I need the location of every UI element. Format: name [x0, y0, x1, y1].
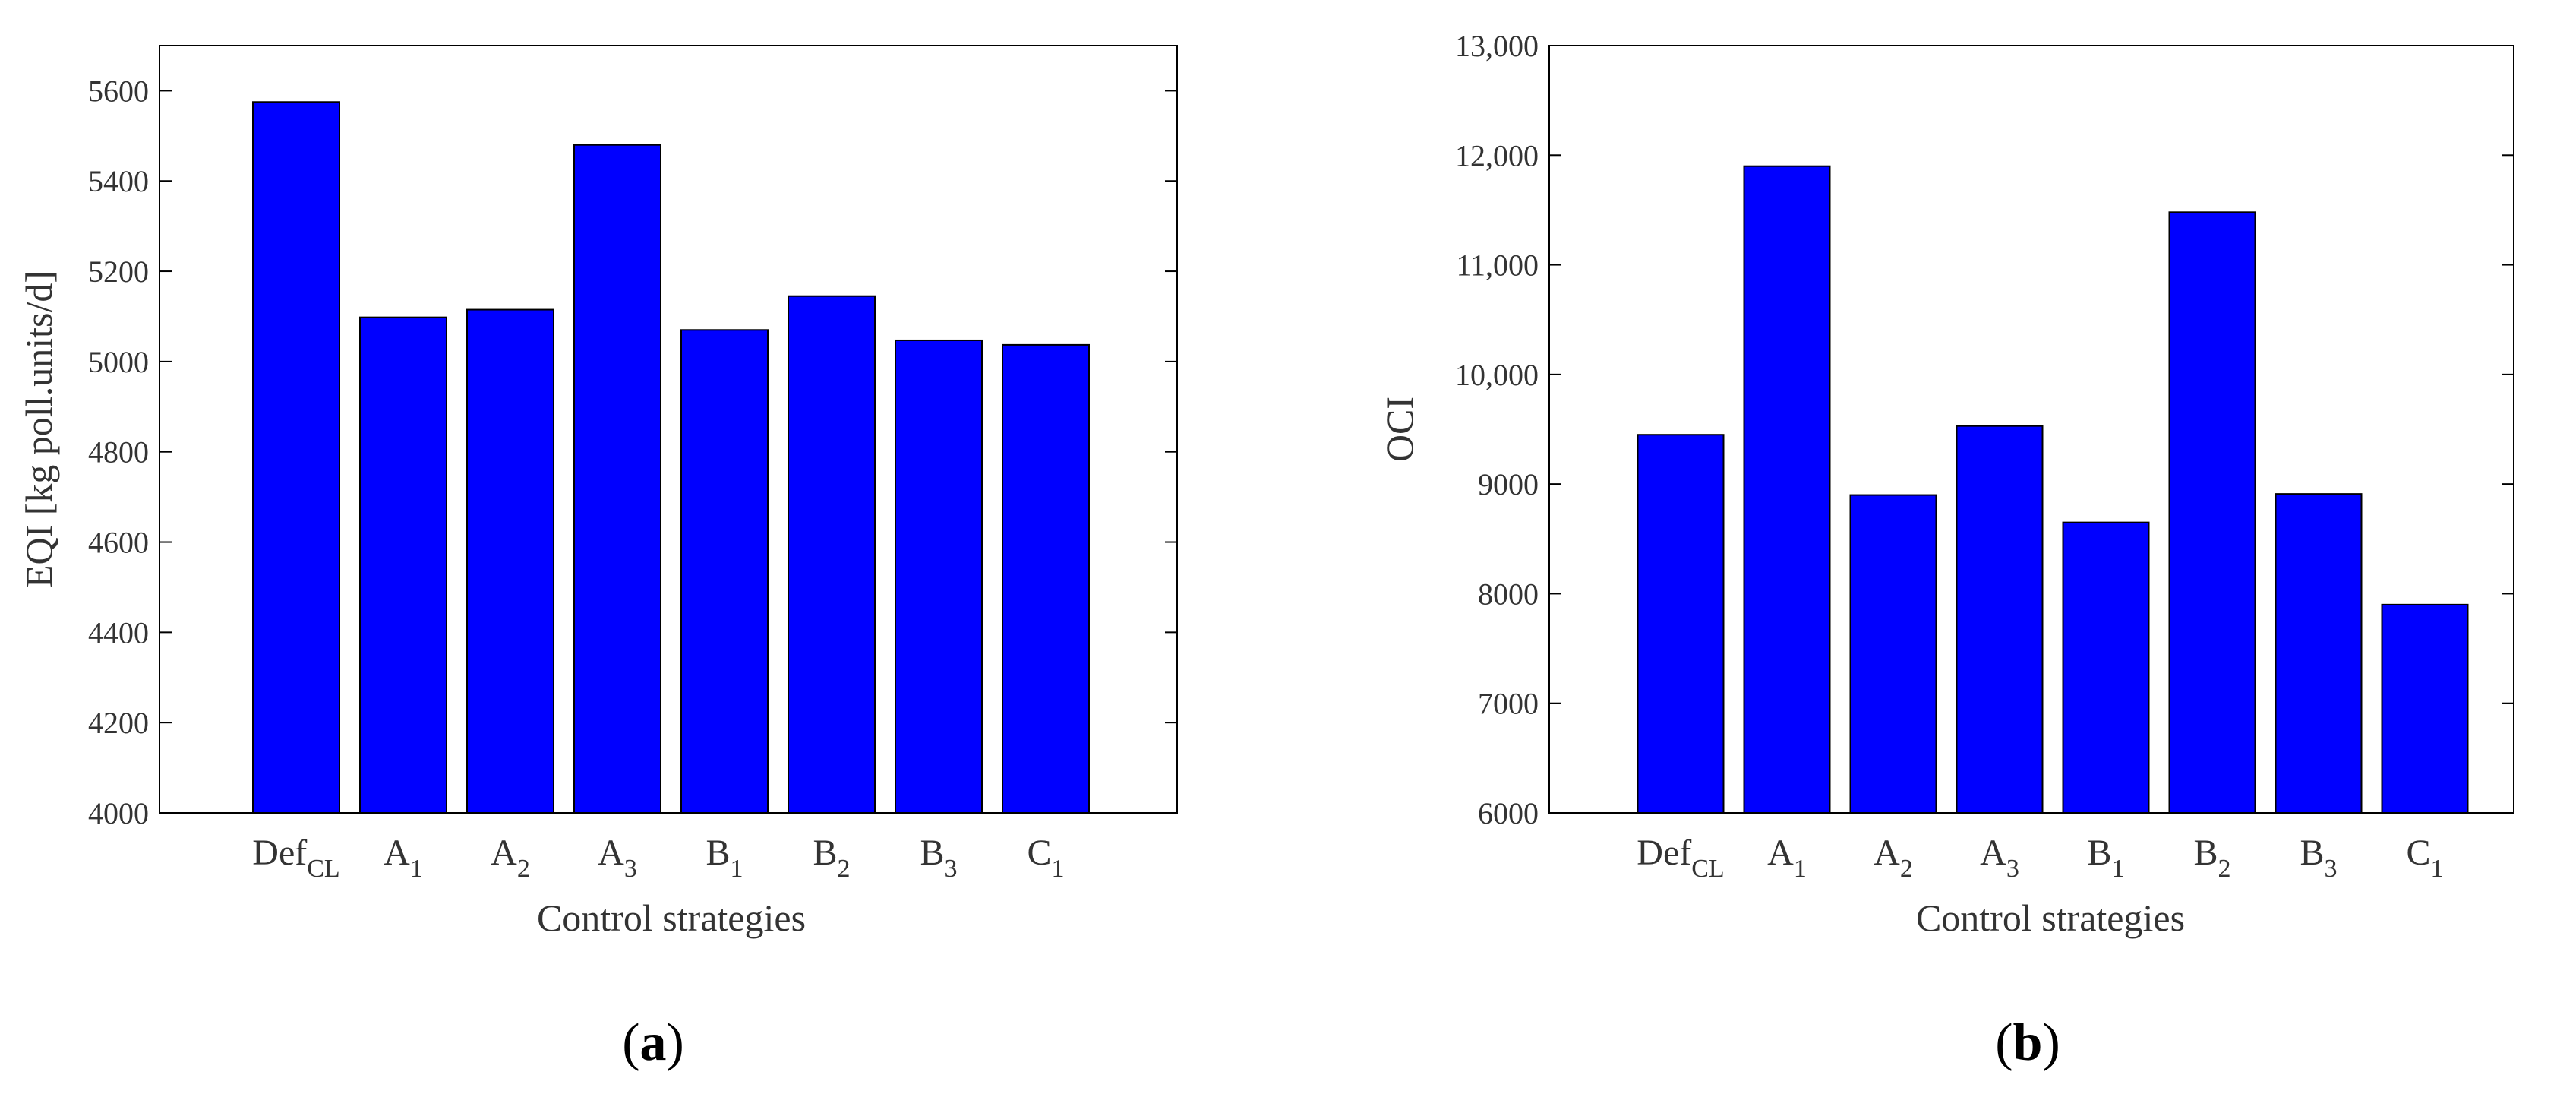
chart-panel-a: 4000 4200 4400 4600 4800 5000 5200 5400 5600 Def…	[17, 45, 1178, 1072]
x-category-label-a-0: DefCL	[252, 833, 339, 883]
bars-a	[252, 101, 1090, 814]
y-tick-label-b-4: 10,000	[1455, 358, 1539, 392]
y-tick-label-b-0: 6000	[1478, 796, 1539, 830]
plot-frame-b	[1548, 45, 2514, 814]
bar-b-5	[2168, 211, 2256, 814]
bar-b-2	[1849, 494, 1937, 814]
x-category-label-b-7: C1	[2406, 833, 2443, 883]
plot-frame-a	[159, 45, 1178, 814]
y-tick-label-b-1: 7000	[1478, 687, 1539, 721]
bar-b-0	[1637, 434, 1725, 814]
bar-b-6	[2275, 493, 2363, 814]
y-tick-label-b-2: 8000	[1478, 577, 1539, 611]
x-category-label-b-6: B3	[2300, 833, 2337, 883]
bar-a-1	[359, 316, 447, 814]
x-category-label-a-2: A2	[491, 833, 530, 883]
x-axis-title-a: Control strategies	[537, 896, 806, 939]
bars-b	[1637, 165, 2469, 814]
bar-a-5	[788, 295, 876, 814]
x-category-label-b-3: A3	[1980, 833, 2019, 883]
y-tick-label-b-7: 13,000	[1455, 29, 1539, 63]
y-tick-label-a-0: 4000	[88, 796, 149, 830]
y-tick-label-b-6: 12,000	[1455, 138, 1539, 172]
x-category-label-a-5: B2	[813, 833, 850, 883]
x-categories-b: DefCL A1 A2 A3 B1 B2 B3 C1	[1637, 833, 2443, 883]
x-category-label-b-5: B2	[2193, 833, 2230, 883]
panel-label-a: (a)	[622, 1013, 684, 1072]
y-tick-label-a-1: 4200	[88, 706, 149, 740]
x-categories-a: DefCL A1 A2 A3 B1 B2 B3 C1	[252, 833, 1064, 883]
x-category-label-b-2: A2	[1874, 833, 1913, 883]
panel-label-b-open: (	[1995, 1013, 2012, 1072]
bar-b-4	[2062, 521, 2150, 814]
panel-label-b-letter: b	[2013, 1013, 2043, 1072]
bar-a-2	[466, 308, 554, 814]
x-category-label-a-3: A3	[598, 833, 637, 883]
y-axis-title-b: OCI	[1378, 397, 1421, 462]
panel-label-a-letter: a	[640, 1013, 667, 1072]
bar-a-7	[1002, 343, 1090, 814]
x-category-label-b-1: A1	[1767, 833, 1807, 883]
bar-b-1	[1743, 165, 1831, 814]
panel-label-a-open: (	[622, 1013, 639, 1072]
bar-a-6	[895, 339, 983, 814]
panel-label-b: (b)	[1995, 1013, 2060, 1072]
y-tick-label-a-6: 5200	[88, 255, 149, 289]
y-tick-label-a-8: 5600	[88, 74, 149, 108]
chart-panel-b: 6000 7000 8000 9000 10,000 11,000 12,000 13,000…	[1378, 29, 2514, 1072]
y-tick-label-b-5: 11,000	[1456, 248, 1539, 283]
panel-label-b-close: )	[2042, 1013, 2060, 1072]
y-tick-label-a-5: 5000	[88, 345, 149, 379]
bar-a-0	[252, 101, 340, 814]
bar-b-3	[1956, 425, 2044, 814]
x-category-label-a-4: B1	[706, 833, 743, 883]
y-tick-label-a-3: 4600	[88, 526, 149, 560]
bar-a-4	[680, 329, 769, 814]
y-ticks-a: 4000 4200 4400 4600 4800 5000 5200 5400 5600	[88, 74, 1177, 830]
y-tick-label-b-3: 9000	[1478, 467, 1539, 501]
x-category-label-b-4: B1	[2087, 833, 2124, 883]
y-tick-label-a-7: 5400	[88, 164, 149, 198]
x-category-label-b-0: DefCL	[1637, 833, 1724, 883]
y-ticks-b: 6000 7000 8000 9000 10,000 11,000 12,000 13,000	[1455, 29, 2514, 830]
x-category-label-a-7: C1	[1027, 833, 1064, 883]
bar-a-3	[573, 144, 661, 814]
x-category-label-a-1: A1	[384, 833, 423, 883]
bar-b-7	[2381, 603, 2469, 814]
x-category-label-a-6: B3	[920, 833, 957, 883]
y-axis-title-a: EQI [kg poll.units/d]	[17, 270, 60, 588]
x-axis-title-b: Control strategies	[1916, 896, 2185, 939]
panel-label-a-close: )	[667, 1013, 684, 1072]
y-tick-label-a-2: 4400	[88, 615, 149, 650]
y-tick-label-a-4: 4800	[88, 435, 149, 470]
